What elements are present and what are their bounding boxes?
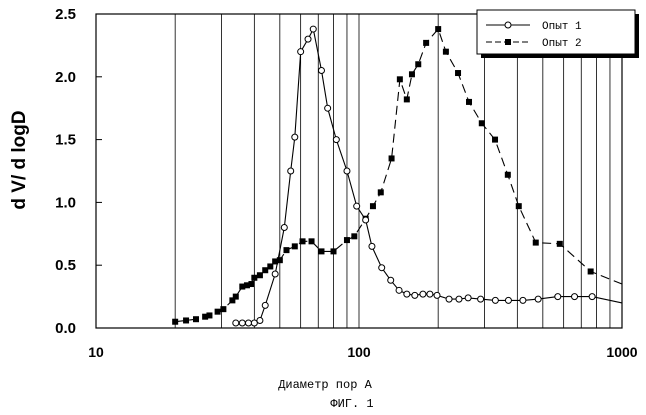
opyt-1-point [388, 277, 394, 283]
opyt-2-point [344, 237, 350, 243]
opyt-1-point [505, 297, 511, 303]
x-tick-label: 1000 [606, 344, 637, 360]
x-tick-label: 10 [88, 344, 104, 360]
opyt-2-point [318, 248, 324, 254]
legend: Опыт 1 Опыт 2 [477, 10, 639, 58]
opyt-1-point [245, 320, 251, 326]
opyt-2-point [370, 203, 376, 209]
opyt-1-point [434, 292, 440, 298]
opyt-2-point [309, 238, 315, 244]
y-tick-label: 0.0 [55, 320, 76, 337]
opyt-2-point [492, 137, 498, 143]
opyt-1-point [288, 168, 294, 174]
opyt-2-point [533, 240, 539, 246]
opyt-1-point [262, 302, 268, 308]
opyt-1-point [363, 217, 369, 223]
opyt-2-point [300, 238, 306, 244]
opyt-1-point [310, 26, 316, 32]
opyt-2-point [443, 49, 449, 55]
opyt-1-point [239, 320, 245, 326]
opyt-2-point [331, 248, 337, 254]
opyt-2-point [248, 281, 254, 287]
opyt-1-point [478, 296, 484, 302]
legend-marker [505, 39, 511, 45]
opyt-2-point [466, 99, 472, 105]
opyt-1-point [412, 292, 418, 298]
opyt-2-point [233, 294, 239, 300]
legend-label: Опыт 2 [542, 38, 582, 50]
opyt-2-point [516, 203, 522, 209]
opyt-1-point [333, 137, 339, 143]
legend-marker [505, 22, 511, 28]
opyt-2-point [183, 317, 189, 323]
opyt-1-point [465, 295, 471, 301]
y-axis: 0.0 0.5 1.0 1.5 2.0 2.5 [55, 6, 102, 337]
opyt-2-point [292, 243, 298, 249]
opyt-2-point [283, 247, 289, 253]
opyt-2-point [588, 268, 594, 274]
opyt-2-point [351, 233, 357, 239]
y-tick-label: 1.5 [55, 132, 76, 149]
opyt-2-point [215, 309, 221, 315]
opyt-1-point [589, 294, 595, 300]
opyt-2-point [397, 76, 403, 82]
opyt-1-point [233, 320, 239, 326]
opyt-1-line [236, 29, 622, 323]
opyt-1-point [292, 134, 298, 140]
y-tick-label: 1.0 [55, 194, 76, 211]
opyt-1-point [404, 291, 410, 297]
opyt-1-point [272, 271, 278, 277]
y-tick-label: 0.5 [55, 257, 76, 274]
y-axis-label: d V/ d logD [9, 110, 30, 209]
opyt-2-point [251, 275, 257, 281]
legend-label: Опыт 1 [542, 21, 582, 33]
opyt-1-point [520, 297, 526, 303]
opyt-1-point [354, 203, 360, 209]
opyt-1-point [318, 68, 324, 74]
opyt-2-point [220, 306, 226, 312]
opyt-1-point [325, 105, 331, 111]
opyt-2-point [404, 96, 410, 102]
opyt-2-point [455, 70, 461, 76]
opyt-2-point [423, 40, 429, 46]
x-tick-label: 100 [347, 344, 371, 360]
opyt-1-point [281, 225, 287, 231]
opyt-2-point [415, 61, 421, 67]
series-opyt-2 [172, 26, 622, 325]
opyt-1-point [379, 265, 385, 271]
opyt-2-point [378, 189, 384, 195]
opyt-2-point [257, 272, 263, 278]
opyt-1-point [420, 291, 426, 297]
opyt-1-point [492, 297, 498, 303]
y-tick-label: 2.5 [55, 6, 76, 23]
opyt-2-point [206, 312, 212, 318]
opyt-1-point [446, 296, 452, 302]
opyt-2-point [409, 71, 415, 77]
opyt-1-point [369, 243, 375, 249]
figure-caption: ФИГ. 1 [330, 397, 373, 411]
opyt-1-point [535, 296, 541, 302]
opyt-1-point [257, 317, 263, 323]
opyt-2-point [505, 172, 511, 178]
opyt-2-point [557, 241, 563, 247]
x-axis-label: Диаметр пор А [278, 378, 372, 392]
opyt-2-point [389, 155, 395, 161]
opyt-2-point [479, 120, 485, 126]
opyt-2-line [175, 29, 622, 322]
opyt-1-point [572, 294, 578, 300]
opyt-1-point [305, 36, 311, 42]
y-tick-label: 2.0 [55, 69, 76, 86]
opyt-2-point [435, 26, 441, 32]
opyt-1-point [427, 291, 433, 297]
opyt-1-point [456, 296, 462, 302]
x-axis: 10 100 1000 [88, 344, 638, 360]
opyt-2-point [172, 319, 178, 325]
opyt-1-point [396, 287, 402, 293]
opyt-1-point [555, 294, 561, 300]
opyt-2-point [193, 316, 199, 322]
opyt-1-point [298, 49, 304, 55]
opyt-1-point [344, 168, 350, 174]
